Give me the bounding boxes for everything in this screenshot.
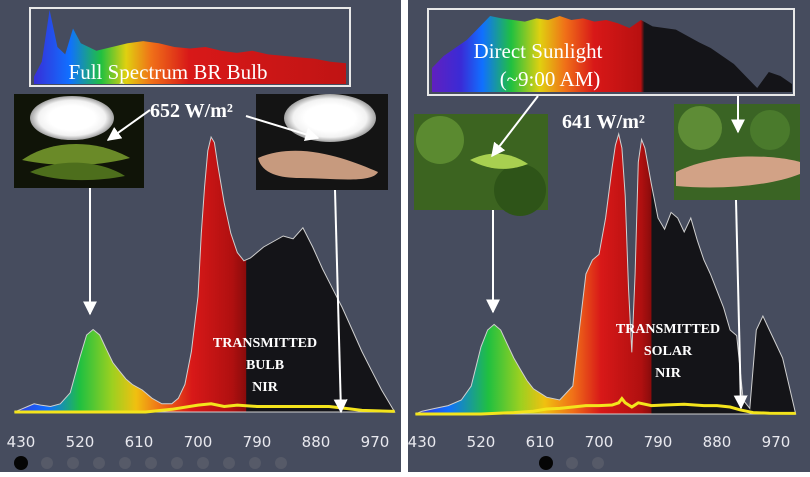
bulb-spectrum-area — [14, 135, 396, 413]
left-tick-label: 790 — [243, 433, 272, 451]
sun-inset-label-line-2: (~9:00 AM) — [500, 67, 601, 91]
left-page-dot[interactable] — [145, 457, 157, 469]
left-page-indicator — [14, 456, 287, 470]
right-tick-label: 430 — [408, 433, 437, 451]
sun-irradiance-label: 641 W/m² — [562, 111, 645, 133]
left-page-dot[interactable] — [223, 457, 235, 469]
left-tick-label: 880 — [302, 433, 331, 451]
left-x-axis: 430 520 610 700 790 880 970 — [7, 433, 390, 451]
right-page-dot[interactable] — [539, 456, 553, 470]
bulb-leaf-photo — [14, 94, 144, 188]
left-page-dot[interactable] — [41, 457, 53, 469]
right-page-dot[interactable] — [566, 457, 578, 469]
bulb-annotation-line-1: TRANSMITTED — [213, 336, 317, 351]
bulb-transmitted-annotation: TRANSMITTED BULB NIR — [213, 336, 317, 395]
right-page-dot[interactable] — [592, 457, 604, 469]
sun-inset-spectrum — [432, 16, 792, 92]
bulb-inset-label: Full Spectrum BR Bulb — [69, 60, 268, 84]
left-page-dot[interactable] — [249, 457, 261, 469]
sun-annotation-line-3: NIR — [655, 366, 682, 381]
left-page-dot[interactable] — [171, 457, 183, 469]
left-page-dot[interactable] — [14, 456, 28, 470]
sun-hand-arrow — [733, 199, 748, 410]
left-tick-label: 970 — [361, 433, 390, 451]
bulb-annotation-line-3: NIR — [252, 380, 279, 395]
right-tick-label: 700 — [585, 433, 614, 451]
sun-inset-frame — [427, 8, 795, 96]
sun-leaf-photo — [414, 114, 548, 216]
left-tick-label: 430 — [7, 433, 36, 451]
bulb-inset-frame — [29, 7, 351, 87]
sun-spectrum-area — [415, 132, 797, 415]
right-panel: 430 520 610 700 790 880 970 Direct Sunlight (~… — [408, 0, 810, 472]
left-tick-label: 520 — [66, 433, 95, 451]
bulb-inset: Full Spectrum BR Bulb — [29, 7, 351, 87]
bulb-annotation-line-2: BULB — [246, 358, 284, 373]
right-x-axis: 430 520 610 700 790 880 970 — [408, 433, 791, 451]
left-page-dot[interactable] — [197, 457, 209, 469]
sun-inset-label-line-1: Direct Sunlight — [474, 39, 603, 63]
left-panel: 430 520 610 700 790 880 970 Full Spectrum BR B… — [0, 0, 401, 472]
left-tick-label: 700 — [184, 433, 213, 451]
right-tick-label: 520 — [467, 433, 496, 451]
left-tick-label: 610 — [125, 433, 154, 451]
left-page-dot[interactable] — [119, 457, 131, 469]
sun-annotation-line-1: TRANSMITTED — [616, 322, 720, 337]
right-tick-label: 880 — [703, 433, 732, 451]
sun-arrow-to-leaf — [491, 95, 539, 158]
bulb-irradiance-label: 652 W/m² — [150, 100, 233, 122]
panel-divider — [401, 0, 408, 472]
sun-inset: Direct Sunlight (~9:00 AM) — [427, 8, 795, 96]
sun-annotation-line-2: SOLAR — [644, 344, 693, 359]
right-tick-label: 790 — [644, 433, 673, 451]
bulb-hand-photo — [256, 94, 388, 190]
bulb-inset-spectrum — [34, 10, 346, 84]
bulb-hand-arrow — [333, 189, 348, 414]
bulb-arrow-to-leaf — [106, 109, 151, 141]
sun-transmitted-annotation: TRANSMITTED SOLAR NIR — [616, 322, 720, 381]
bulb-arrow-to-hand — [245, 115, 320, 142]
right-page-indicator — [539, 456, 604, 470]
right-tick-label: 970 — [762, 433, 791, 451]
left-page-dot[interactable] — [275, 457, 287, 469]
left-page-dot[interactable] — [93, 457, 105, 469]
right-tick-label: 610 — [526, 433, 555, 451]
left-page-dot[interactable] — [67, 457, 79, 469]
